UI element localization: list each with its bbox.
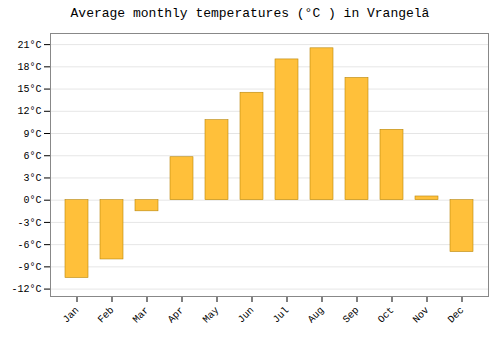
- svg-text:Sep: Sep: [341, 305, 362, 326]
- svg-text:-6°C: -6°C: [17, 240, 41, 251]
- svg-text:Nov: Nov: [411, 305, 432, 326]
- svg-text:Jan: Jan: [61, 305, 82, 326]
- svg-text:12°C: 12°C: [17, 106, 41, 117]
- svg-text:6°C: 6°C: [23, 151, 41, 162]
- svg-text:Aug: Aug: [306, 305, 327, 326]
- svg-text:-3°C: -3°C: [17, 218, 41, 229]
- svg-text:3°C: 3°C: [23, 173, 41, 184]
- svg-text:May: May: [201, 305, 222, 326]
- svg-text:18°C: 18°C: [17, 62, 41, 73]
- svg-text:-9°C: -9°C: [17, 262, 41, 273]
- svg-text:Apr: Apr: [166, 305, 187, 326]
- svg-text:Jun: Jun: [236, 305, 257, 326]
- svg-text:9°C: 9°C: [23, 129, 41, 140]
- svg-text:Feb: Feb: [96, 305, 117, 326]
- svg-text:Mar: Mar: [131, 305, 152, 326]
- svg-text:Dec: Dec: [446, 305, 467, 326]
- svg-text:-12°C: -12°C: [11, 284, 41, 295]
- svg-text:Oct: Oct: [376, 305, 397, 326]
- svg-text:Jul: Jul: [271, 305, 292, 326]
- svg-text:15°C: 15°C: [17, 84, 41, 95]
- html-text:Average monthly temperatures (: Average monthly temperatures (°C ) in Vr…: [70, 6, 430, 21]
- svg-text:0°C: 0°C: [23, 195, 41, 206]
- svg-text:21°C: 21°C: [17, 40, 41, 51]
